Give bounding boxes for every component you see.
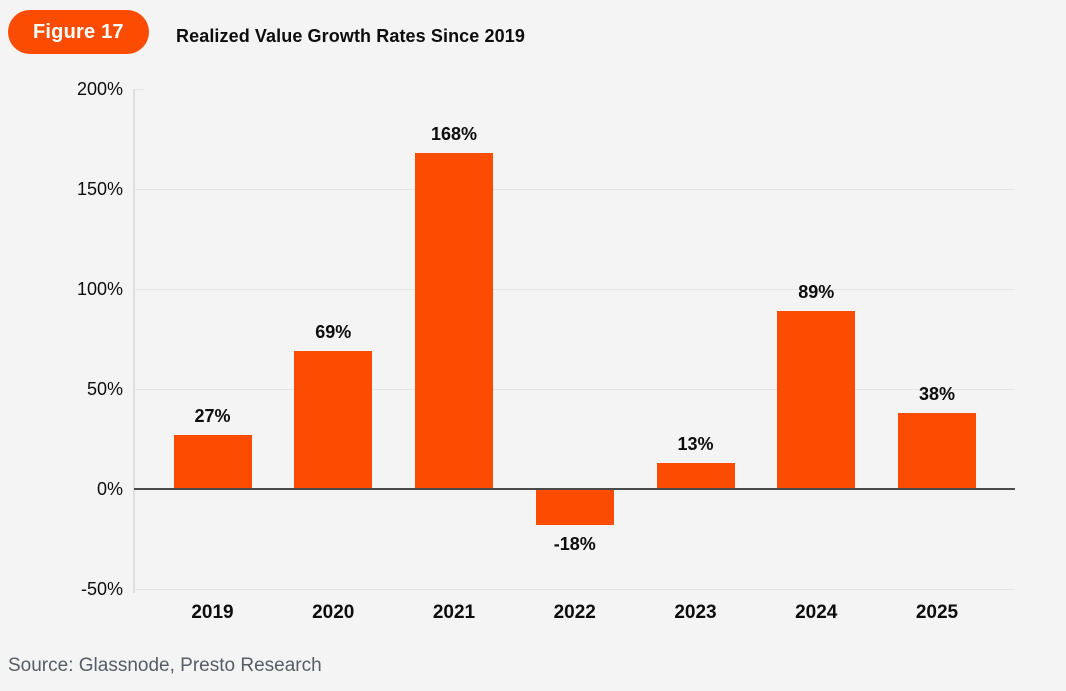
x-axis-label-2019: 2019	[191, 602, 234, 623]
zero-axis-line	[134, 488, 1015, 490]
x-axis-label-2020: 2020	[312, 602, 355, 623]
figure-badge: Figure 17	[8, 10, 149, 54]
x-axis-label-2024: 2024	[795, 602, 838, 623]
bar-2020	[294, 351, 373, 489]
y-axis-tick-label: 200%	[76, 79, 123, 99]
y-axis-tick-label: 100%	[76, 279, 123, 299]
gridline	[134, 189, 1015, 190]
bar-2025	[898, 413, 976, 489]
gridline-top-tick	[134, 89, 144, 90]
bar-value-label: 13%	[677, 434, 714, 454]
y-axis-tick-label: -50%	[80, 579, 123, 599]
figure-badge-label: Figure 17	[33, 20, 124, 43]
y-axis-tick-label: 50%	[86, 379, 123, 399]
bar-value-label: -18%	[553, 534, 596, 554]
bar-value-label: 89%	[798, 282, 835, 302]
bar-2021	[415, 153, 493, 489]
bar-value-label: 38%	[918, 384, 956, 404]
bar-value-label: 69%	[315, 322, 352, 342]
bar-2023	[656, 463, 735, 489]
gridline	[134, 389, 1015, 390]
gridline	[134, 589, 1015, 590]
chart-title: Realized Value Growth Rates Since 2019	[176, 26, 525, 46]
bar-value-label: 27%	[194, 406, 231, 426]
x-axis-label-2022: 2022	[553, 602, 596, 623]
y-axis-tick-label: 0%	[96, 479, 123, 499]
x-axis-label-2023: 2023	[674, 602, 717, 623]
bar-2022	[535, 489, 614, 525]
source-caption: Source: Glassnode, Presto Research	[8, 655, 322, 676]
x-axis-label-2025: 2025	[915, 602, 959, 623]
gridline	[134, 289, 1015, 290]
x-axis-label-2021: 2021	[432, 602, 476, 623]
y-axis-line	[133, 89, 135, 593]
bar-2024	[777, 311, 856, 489]
bar-value-label: 168%	[430, 124, 478, 144]
bar-2019	[173, 435, 252, 489]
y-axis-tick-label: 150%	[76, 179, 123, 199]
